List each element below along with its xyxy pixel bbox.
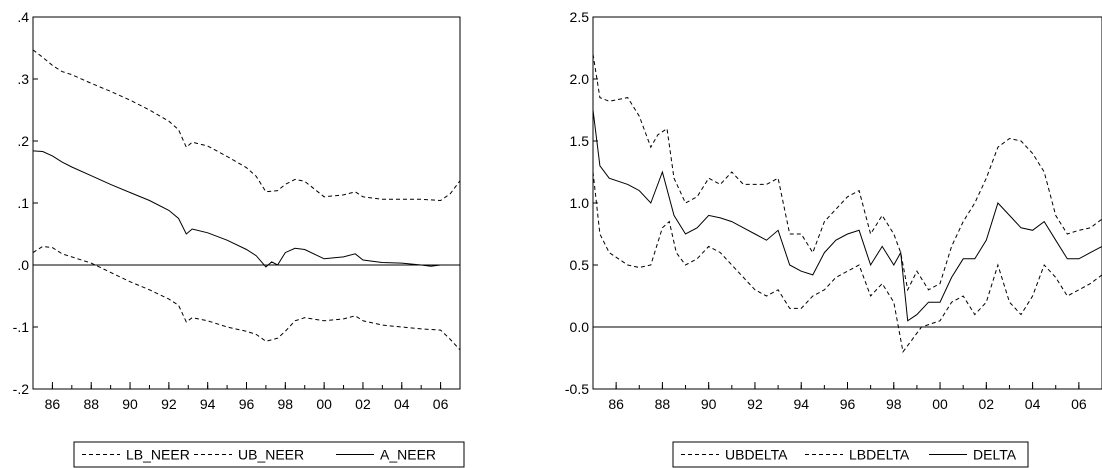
series-line-ub_neer <box>32 49 461 202</box>
legend-label-ubdelta: UBDELTA <box>725 447 788 463</box>
x-tick-label: 86 <box>608 396 624 412</box>
x-tick-label: 06 <box>1071 396 1087 412</box>
x-tick-label: 00 <box>932 396 948 412</box>
x-tick-label: 94 <box>793 396 809 412</box>
legend-label-lb_neer: LB_NEER <box>126 447 190 463</box>
y-tick-label: .2 <box>17 133 29 149</box>
x-tick-label: 94 <box>200 396 216 412</box>
legend-box <box>73 441 465 468</box>
y-tick-label: -.2 <box>13 381 30 397</box>
series-line-ubdelta <box>592 54 1102 292</box>
chart-right: 2.5 2.0 1.5 1.0 0.5 0.0 -0.5 86 88 90 92 94 96 98 00 02… <box>565 9 1102 468</box>
x-tick-label: 86 <box>45 396 61 412</box>
x-tick-label: 88 <box>655 396 671 412</box>
x-tick-label: 98 <box>278 396 294 412</box>
y-tick-label: 2.5 <box>570 9 590 25</box>
x-tick-label: 04 <box>394 396 410 412</box>
x-tick-label: 90 <box>701 396 717 412</box>
x-tick-label: 90 <box>122 396 138 412</box>
legend-label-lbdelta: LBDELTA <box>849 447 910 463</box>
x-tick-label: 02 <box>355 396 371 412</box>
plot-frame <box>592 16 1102 390</box>
y-tick-label: 1.0 <box>570 195 590 211</box>
legend-label-a_neer: A_NEER <box>380 447 436 463</box>
x-tick-label: 04 <box>1025 396 1041 412</box>
y-tick-label: .0 <box>17 257 29 273</box>
y-tick-label: 1.5 <box>570 133 590 149</box>
x-tick-label: 02 <box>979 396 995 412</box>
y-tick-label: .4 <box>17 9 29 25</box>
legend: LB_NEER UB_NEER A_NEER <box>73 441 465 468</box>
x-tick-label: 88 <box>83 396 99 412</box>
legend-label-ub_neer: UB_NEER <box>238 447 304 463</box>
y-tick-label: -0.5 <box>565 381 589 397</box>
series-line-lbdelta <box>592 171 1102 354</box>
x-tick-label: 00 <box>316 396 332 412</box>
y-tick-label: 0.0 <box>570 319 590 335</box>
x-tick-label: 96 <box>239 396 255 412</box>
x-tick-label: 92 <box>161 396 177 412</box>
y-tick-label: .1 <box>17 195 29 211</box>
plot-frame <box>32 16 461 390</box>
y-tick-label: 2.0 <box>570 71 590 87</box>
chart-left: .4 .3 .2 .1 .0 -.1 -.2 86 88 90 92 94 96 98 00 02 04 06 LB… <box>13 9 465 468</box>
series-line-lb_neer <box>32 245 461 351</box>
x-tick-label: 92 <box>747 396 763 412</box>
x-tick-label: 06 <box>433 396 449 412</box>
y-tick-label: 0.5 <box>570 257 590 273</box>
x-tick-label: 98 <box>886 396 902 412</box>
series-line-delta <box>592 109 1102 322</box>
series-line-a_neer <box>32 150 460 268</box>
legend-box <box>672 441 1029 468</box>
legend: UBDELTA LBDELTA DELTA <box>672 441 1029 468</box>
y-tick-label: -.1 <box>13 319 30 335</box>
legend-label-delta: DELTA <box>973 447 1017 463</box>
y-tick-label: .3 <box>17 71 29 87</box>
x-tick-label: 96 <box>840 396 856 412</box>
